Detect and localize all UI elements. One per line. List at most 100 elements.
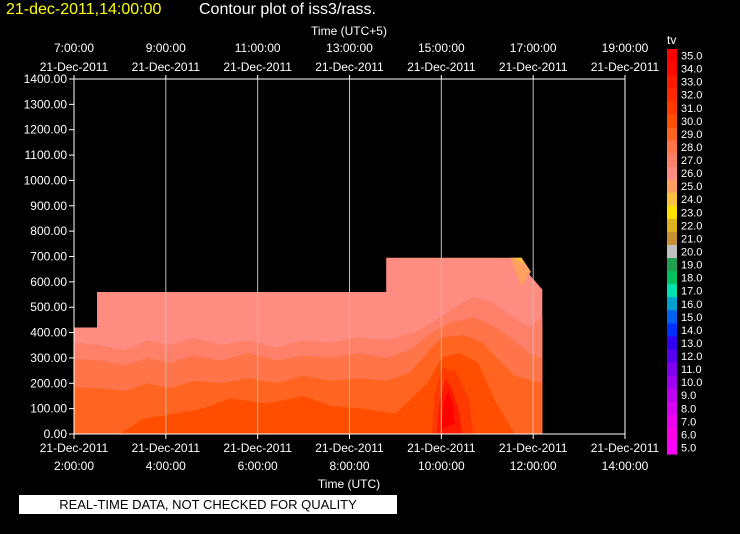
- y-tick-label-9: 900.00: [30, 199, 67, 213]
- legend-swatch-5: [667, 114, 677, 128]
- x-bottom-tick-labels: 21-Dec-2011 2:00:00 21-Dec-2011 4:00:00 21-D…: [40, 441, 660, 473]
- x-top-tick-time-0: 7:00:00: [54, 41, 94, 55]
- contour-band-6: [119, 352, 515, 434]
- legend-swatch-4: [667, 101, 677, 115]
- legend-label-5: 30.0: [681, 116, 702, 128]
- legend-swatch-19: [667, 297, 677, 311]
- x-bottom-tick-time-3: 8:00:00: [329, 459, 369, 473]
- y-tick-labels: 0.00 100.00 200.00 300.00 400.00 500.00 600.00…: [24, 72, 68, 441]
- x-top-tick-time-5: 17:00:00: [510, 41, 557, 55]
- legend-label-13: 22.0: [681, 220, 702, 232]
- x-bottom-tick-date-2: 21-Dec-2011: [223, 441, 292, 455]
- legend-label-8: 27.0: [681, 155, 702, 167]
- legend-swatch-20: [667, 310, 677, 324]
- x-top-tick-date-2: 21-Dec-2011: [223, 60, 292, 74]
- x-top-tick-date-1: 21-Dec-2011: [132, 60, 201, 74]
- legend-label-25: 10.0: [681, 377, 702, 389]
- contour-layer: [74, 257, 543, 434]
- x-bottom-axis-title: Time (UTC): [318, 477, 380, 491]
- legend-label-18: 17.0: [681, 286, 702, 298]
- x-bottom-tick-time-2: 6:00:00: [238, 459, 278, 473]
- axes: [69, 75, 626, 439]
- legend-label-17: 18.0: [681, 273, 702, 285]
- contour-band-1: [510, 257, 531, 287]
- y-tick-label-7: 700.00: [30, 250, 67, 264]
- x-top-tick-time-3: 13:00:00: [326, 41, 373, 55]
- legend-label-10: 25.0: [681, 181, 702, 193]
- y-tick-label-6: 600.00: [30, 275, 67, 289]
- legend-swatch-26: [667, 388, 677, 403]
- legend-swatch-6: [667, 127, 677, 142]
- legend-swatch-13: [667, 218, 677, 233]
- x-bottom-tick-time-6: 14:00:00: [602, 459, 649, 473]
- x-bottom-tick-date-0: 21-Dec-2011: [40, 441, 109, 455]
- legend-swatch-17: [667, 271, 677, 285]
- legend-label-16: 19.0: [681, 260, 702, 272]
- legend-swatch-7: [667, 140, 677, 155]
- x-bottom-tick-date-5: 21-Dec-2011: [499, 441, 568, 455]
- x-top-tick-time-6: 19:00:00: [602, 41, 649, 55]
- x-bottom-tick-date-3: 21-Dec-2011: [315, 441, 384, 455]
- legend-label-0: 35.0: [681, 51, 702, 63]
- legend-swatch-22: [667, 336, 677, 351]
- legend-label-30: 5.0: [681, 443, 696, 455]
- legend-swatch-8: [667, 153, 677, 168]
- y-tick-label-4: 400.00: [30, 326, 67, 340]
- legend-swatch-27: [667, 401, 677, 416]
- x-bottom-tick-time-1: 4:00:00: [146, 459, 186, 473]
- x-top-tick-time-4: 15:00:00: [418, 41, 465, 55]
- legend-title: tv: [667, 33, 676, 47]
- legend-label-27: 8.0: [681, 403, 696, 415]
- legend-swatch-30: [667, 440, 677, 455]
- x-bottom-tick-date-4: 21-Dec-2011: [407, 441, 476, 455]
- legend-swatch-28: [667, 414, 677, 429]
- legend-label-4: 31.0: [681, 103, 702, 115]
- y-tick-label-0: 0.00: [44, 427, 68, 441]
- legend-swatch-16: [667, 258, 677, 272]
- legend-swatch-14: [667, 231, 677, 246]
- x-top-tick-time-1: 9:00:00: [146, 41, 186, 55]
- legend-swatch-12: [667, 205, 677, 220]
- legend-label-11: 24.0: [681, 194, 702, 206]
- legend-label-1: 34.0: [681, 64, 702, 76]
- legend-label-20: 15.0: [681, 312, 702, 324]
- grid-lines: [165, 79, 534, 434]
- legend-label-28: 7.0: [681, 416, 696, 428]
- legend-label-14: 21.0: [681, 233, 702, 245]
- legend-label-26: 9.0: [681, 390, 696, 402]
- legend-swatch-15: [667, 245, 677, 259]
- y-tick-label-5: 500.00: [30, 300, 67, 314]
- plot-title: Contour plot of iss3/rass.: [199, 1, 376, 18]
- x-top-tick-labels: 7:00:00 21-Dec-2011 9:00:00 21-Dec-2011 11:0…: [40, 41, 660, 74]
- legend-swatch-0: [667, 49, 677, 63]
- legend-swatch-2: [667, 75, 677, 89]
- legend-label-7: 28.0: [681, 142, 702, 154]
- legend-label-12: 23.0: [681, 207, 702, 219]
- y-tick-label-11: 1100.00: [25, 148, 68, 162]
- legend-swatch-1: [667, 62, 677, 76]
- y-tick-label-2: 200.00: [30, 376, 67, 390]
- y-tick-label-12: 1200.00: [24, 123, 68, 137]
- x-bottom-tick-time-5: 12:00:00: [510, 459, 557, 473]
- legend-label-6: 29.0: [681, 129, 702, 141]
- legend-label-23: 12.0: [681, 351, 702, 363]
- legend-swatch-3: [667, 88, 677, 102]
- legend-swatch-24: [667, 362, 677, 377]
- legend-swatch-11: [667, 192, 677, 207]
- x-top-tick-date-6: 21-Dec-2011: [591, 60, 660, 74]
- x-bottom-tick-date-1: 21-Dec-2011: [132, 441, 201, 455]
- legend-swatch-9: [667, 166, 677, 181]
- x-top-tick-date-4: 21-Dec-2011: [407, 60, 476, 74]
- legend-swatch-29: [667, 427, 677, 442]
- legend-label-9: 26.0: [681, 168, 702, 180]
- y-tick-label-13: 1300.00: [24, 97, 68, 111]
- legend-swatch-18: [667, 284, 677, 298]
- legend-label-3: 32.0: [681, 90, 702, 102]
- legend-swatch-10: [667, 179, 677, 194]
- quality-banner: REAL-TIME DATA, NOT CHECKED FOR QUALITY: [19, 495, 397, 514]
- legend-label-24: 11.0: [681, 364, 702, 376]
- x-top-tick-date-0: 21-Dec-2011: [40, 60, 109, 74]
- contour-band-9: [441, 390, 456, 429]
- legend-label-19: 16.0: [681, 299, 702, 311]
